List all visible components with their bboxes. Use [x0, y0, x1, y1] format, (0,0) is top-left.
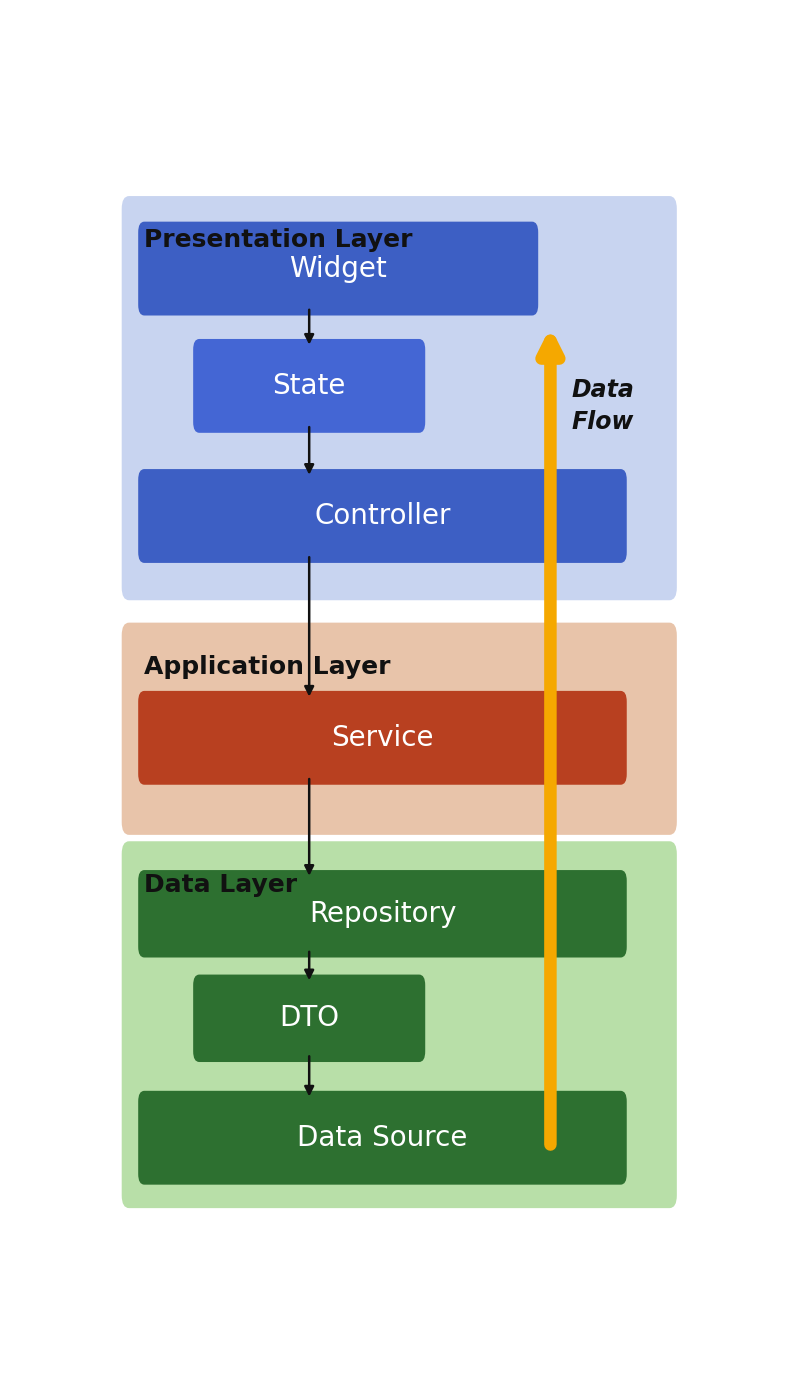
Text: Repository: Repository: [309, 900, 456, 928]
FancyBboxPatch shape: [121, 841, 677, 1208]
Text: Application Layer: Application Layer: [144, 655, 391, 679]
FancyBboxPatch shape: [121, 197, 677, 600]
Text: Data Layer: Data Layer: [144, 874, 297, 897]
FancyBboxPatch shape: [193, 975, 426, 1062]
FancyBboxPatch shape: [121, 623, 677, 835]
FancyBboxPatch shape: [138, 222, 538, 316]
FancyBboxPatch shape: [193, 339, 426, 432]
Text: DTO: DTO: [279, 1004, 339, 1032]
FancyBboxPatch shape: [138, 870, 626, 957]
Text: Service: Service: [331, 724, 433, 752]
Text: Controller: Controller: [314, 501, 451, 530]
FancyBboxPatch shape: [138, 1091, 626, 1184]
Text: Data
Flow: Data Flow: [572, 378, 634, 434]
Text: State: State: [273, 373, 346, 400]
FancyBboxPatch shape: [138, 691, 626, 785]
Text: Widget: Widget: [289, 255, 387, 283]
Text: Presentation Layer: Presentation Layer: [144, 229, 413, 252]
FancyBboxPatch shape: [138, 470, 626, 562]
Text: Data Source: Data Source: [297, 1123, 467, 1152]
